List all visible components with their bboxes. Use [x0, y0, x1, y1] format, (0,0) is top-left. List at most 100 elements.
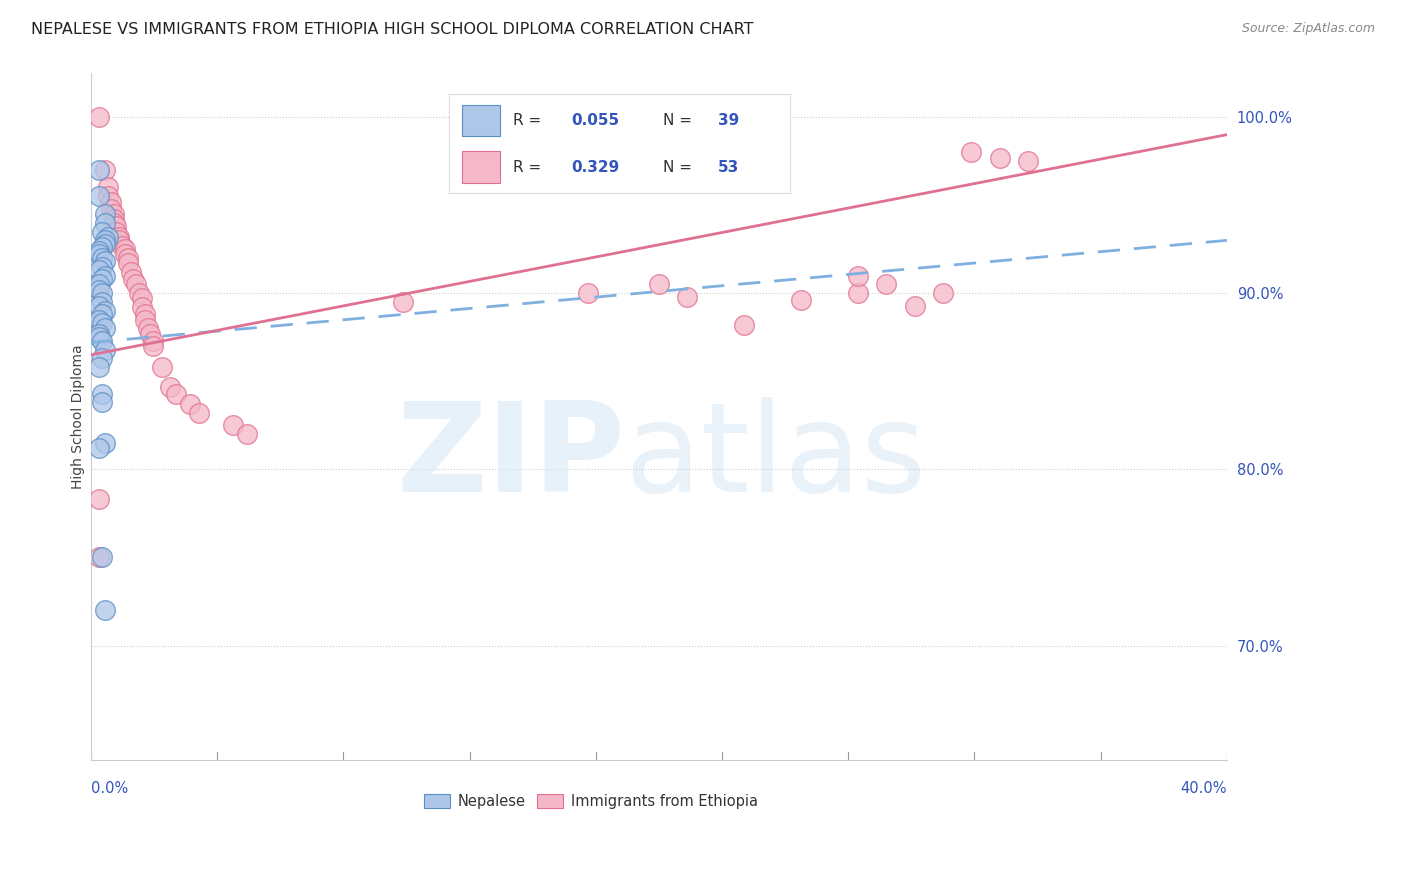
- Point: [150, 360, 173, 375]
- Point: [89, 162, 111, 177]
- Point: [89, 360, 111, 375]
- Point: [89, 247, 111, 261]
- Point: [100, 202, 122, 216]
- Point: [89, 299, 111, 313]
- Point: [91, 334, 114, 348]
- Point: [94, 343, 117, 357]
- Text: 0.0%: 0.0%: [91, 781, 128, 797]
- Point: [91, 286, 114, 301]
- Point: [94, 207, 117, 221]
- Point: [576, 286, 599, 301]
- Point: [932, 286, 955, 301]
- Point: [960, 145, 983, 160]
- Point: [125, 277, 148, 292]
- Point: [103, 216, 125, 230]
- Point: [91, 316, 114, 330]
- Point: [903, 299, 925, 313]
- Point: [846, 268, 869, 283]
- Point: [94, 236, 117, 251]
- Point: [392, 295, 415, 310]
- Point: [676, 290, 699, 304]
- Point: [103, 212, 125, 227]
- Text: Source: ZipAtlas.com: Source: ZipAtlas.com: [1241, 22, 1375, 36]
- Point: [222, 418, 245, 433]
- Point: [89, 110, 111, 124]
- Point: [128, 286, 150, 301]
- Point: [94, 603, 117, 617]
- Text: 40.0%: 40.0%: [1181, 781, 1227, 797]
- Text: ZIP: ZIP: [396, 397, 624, 518]
- Point: [142, 334, 165, 348]
- Point: [91, 260, 114, 274]
- Point: [91, 351, 114, 366]
- Point: [142, 339, 165, 353]
- Point: [120, 265, 142, 279]
- Point: [988, 151, 1011, 165]
- Point: [134, 312, 156, 326]
- Point: [108, 233, 131, 247]
- Point: [790, 293, 813, 308]
- Point: [97, 180, 120, 194]
- Point: [139, 326, 162, 341]
- Point: [89, 492, 111, 507]
- Legend: Nepalese, Immigrants from Ethiopia: Nepalese, Immigrants from Ethiopia: [418, 788, 763, 814]
- Point: [165, 386, 187, 401]
- Point: [187, 406, 209, 420]
- Point: [648, 277, 671, 292]
- Point: [89, 441, 111, 455]
- Point: [159, 379, 181, 393]
- Text: atlas: atlas: [624, 397, 927, 518]
- Point: [91, 295, 114, 310]
- Point: [89, 550, 111, 565]
- Point: [97, 229, 120, 244]
- Point: [122, 272, 145, 286]
- Point: [89, 263, 111, 277]
- Point: [94, 321, 117, 335]
- Point: [1017, 154, 1039, 169]
- Point: [94, 268, 117, 283]
- Point: [105, 219, 128, 234]
- Point: [134, 307, 156, 321]
- Point: [94, 233, 117, 247]
- Point: [114, 242, 136, 256]
- Point: [100, 194, 122, 209]
- Point: [236, 427, 259, 442]
- Point: [94, 303, 117, 318]
- Point: [875, 277, 897, 292]
- Point: [94, 216, 117, 230]
- Point: [97, 189, 120, 203]
- Point: [117, 256, 139, 270]
- Point: [114, 247, 136, 261]
- Point: [91, 225, 114, 239]
- Point: [91, 386, 114, 401]
- Point: [846, 286, 869, 301]
- Point: [94, 436, 117, 450]
- Point: [89, 189, 111, 203]
- Point: [103, 207, 125, 221]
- Point: [136, 321, 159, 335]
- Point: [117, 251, 139, 265]
- Point: [131, 292, 153, 306]
- Point: [89, 330, 111, 344]
- Point: [91, 550, 114, 565]
- Point: [91, 395, 114, 409]
- Point: [94, 254, 117, 268]
- Point: [131, 300, 153, 314]
- Point: [111, 238, 134, 252]
- Point: [89, 326, 111, 341]
- Y-axis label: High School Diploma: High School Diploma: [72, 344, 86, 489]
- Point: [105, 225, 128, 239]
- Point: [89, 312, 111, 326]
- Point: [89, 283, 111, 297]
- Point: [89, 277, 111, 292]
- Point: [108, 229, 131, 244]
- Text: NEPALESE VS IMMIGRANTS FROM ETHIOPIA HIGH SCHOOL DIPLOMA CORRELATION CHART: NEPALESE VS IMMIGRANTS FROM ETHIOPIA HIG…: [31, 22, 754, 37]
- Point: [89, 244, 111, 258]
- Point: [91, 272, 114, 286]
- Point: [94, 162, 117, 177]
- Point: [91, 240, 114, 254]
- Point: [733, 318, 755, 332]
- Point: [179, 397, 201, 411]
- Point: [91, 307, 114, 321]
- Point: [91, 251, 114, 265]
